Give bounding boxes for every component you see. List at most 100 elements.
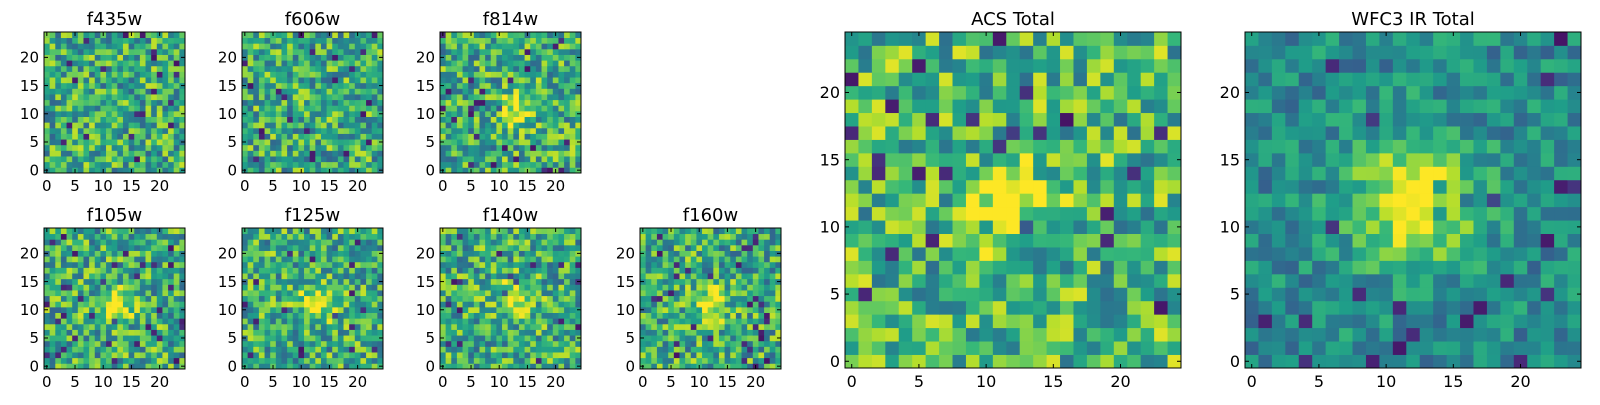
heatmap-cell bbox=[349, 55, 355, 61]
heatmap-cell bbox=[858, 207, 872, 221]
heatmap-cell bbox=[72, 77, 78, 83]
heatmap-cell bbox=[321, 301, 327, 307]
heatmap-cell bbox=[1114, 260, 1128, 274]
heatmap-cell bbox=[83, 77, 89, 83]
heatmap-cell bbox=[344, 234, 350, 240]
heatmap-cell bbox=[338, 335, 344, 341]
heatmap-cell bbox=[106, 239, 112, 245]
heatmap-cell bbox=[640, 341, 646, 347]
heatmap-cell bbox=[775, 301, 781, 307]
heatmap-cell bbox=[1087, 166, 1101, 180]
heatmap-cell bbox=[112, 341, 118, 347]
heatmap-cell bbox=[44, 117, 50, 123]
heatmap-cell bbox=[106, 105, 112, 111]
heatmap-cell bbox=[553, 267, 559, 273]
heatmap-cell bbox=[179, 245, 185, 251]
heatmap-cell bbox=[83, 60, 89, 66]
heatmap-cell bbox=[1060, 180, 1074, 194]
heatmap-cell bbox=[112, 324, 118, 330]
heatmap-cell bbox=[270, 330, 276, 336]
heatmap-cell bbox=[519, 156, 525, 162]
heatmap-cell bbox=[496, 111, 502, 117]
heatmap-cell bbox=[287, 150, 293, 156]
heatmap-cell bbox=[1114, 180, 1128, 194]
heatmap-cell bbox=[372, 296, 378, 302]
heatmap-cell bbox=[332, 139, 338, 145]
heatmap-cell bbox=[463, 262, 469, 268]
heatmap-cell bbox=[993, 247, 1007, 261]
heatmap-cell bbox=[78, 234, 84, 240]
heatmap-cell bbox=[123, 60, 129, 66]
heatmap-cell bbox=[304, 162, 310, 168]
heatmap-cell bbox=[858, 247, 872, 261]
heatmap-cell bbox=[502, 105, 508, 111]
heatmap-cell bbox=[575, 358, 581, 364]
heatmap-cell bbox=[287, 234, 293, 240]
heatmap-cell bbox=[259, 43, 265, 49]
heatmap-cell bbox=[157, 251, 163, 257]
heatmap-cell bbox=[1087, 314, 1101, 328]
heatmap-cell bbox=[377, 228, 383, 234]
heatmap-cell bbox=[265, 234, 271, 240]
heatmap-cell bbox=[530, 66, 536, 72]
heatmap-cell bbox=[719, 330, 725, 336]
heatmap-cell bbox=[50, 245, 56, 251]
heatmap-cell bbox=[89, 307, 95, 313]
heatmap-cell bbox=[858, 328, 872, 342]
heatmap-cell bbox=[78, 66, 84, 72]
heatmap-cell bbox=[764, 284, 770, 290]
heatmap-cell bbox=[298, 318, 304, 324]
heatmap-cell bbox=[451, 83, 457, 89]
heatmap-cell bbox=[162, 262, 168, 268]
heatmap-cell bbox=[446, 346, 452, 352]
heatmap-cell bbox=[463, 88, 469, 94]
heatmap-cell bbox=[140, 346, 146, 352]
heatmap-cell bbox=[713, 358, 719, 364]
heatmap-cell bbox=[513, 43, 519, 49]
heatmap-cell bbox=[50, 346, 56, 352]
heatmap-cell bbox=[50, 43, 56, 49]
heatmap-cell bbox=[112, 83, 118, 89]
heatmap-cell bbox=[100, 139, 106, 145]
heatmap-cell bbox=[168, 267, 174, 273]
heatmap-cell bbox=[315, 145, 321, 151]
heatmap-cell bbox=[491, 122, 497, 128]
heatmap-cell bbox=[140, 55, 146, 61]
heatmap-cell bbox=[457, 156, 463, 162]
x-tick-label: 20 bbox=[348, 373, 367, 391]
heatmap-cell bbox=[885, 180, 899, 194]
heatmap-cell bbox=[276, 167, 282, 173]
heatmap-cell bbox=[502, 145, 508, 151]
heatmap-cell bbox=[508, 279, 514, 285]
heatmap-cell bbox=[525, 60, 531, 66]
heatmap-cell bbox=[366, 145, 372, 151]
heatmap-cell bbox=[89, 55, 95, 61]
heatmap-cell bbox=[95, 296, 101, 302]
heatmap-cell bbox=[513, 60, 519, 66]
heatmap-cell bbox=[146, 290, 152, 296]
heatmap-cell bbox=[344, 71, 350, 77]
heatmap-cell bbox=[310, 128, 316, 134]
heatmap-cell bbox=[508, 77, 514, 83]
heatmap-cell bbox=[95, 162, 101, 168]
heatmap-cell bbox=[117, 60, 123, 66]
y-tick-label: 15 bbox=[218, 273, 237, 291]
heatmap-cell bbox=[83, 94, 89, 100]
heatmap-cell bbox=[123, 111, 129, 117]
heatmap-cell bbox=[463, 145, 469, 151]
heatmap-cell bbox=[770, 358, 776, 364]
heatmap-cell bbox=[265, 128, 271, 134]
heatmap-cell bbox=[502, 94, 508, 100]
heatmap-cell bbox=[491, 296, 497, 302]
y-tick-label: 0 bbox=[29, 161, 39, 179]
heatmap-cell bbox=[496, 60, 502, 66]
heatmap-cell bbox=[708, 284, 714, 290]
heatmap-cell bbox=[242, 330, 248, 336]
heatmap-cell bbox=[1114, 166, 1128, 180]
heatmap-cell bbox=[89, 162, 95, 168]
heatmap-cell bbox=[542, 162, 548, 168]
heatmap-cell bbox=[525, 234, 531, 240]
heatmap-cell bbox=[926, 341, 940, 355]
heatmap-cell bbox=[496, 358, 502, 364]
heatmap-cell bbox=[651, 301, 657, 307]
